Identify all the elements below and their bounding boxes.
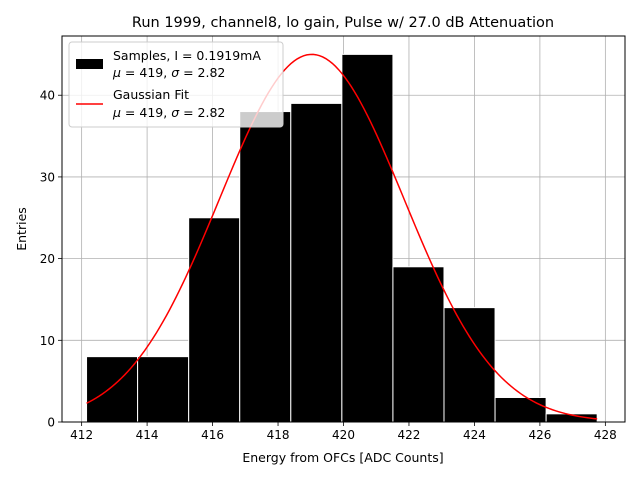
- x-axis-label: Energy from OFCs [ADC Counts]: [242, 450, 443, 465]
- x-tick-label: 428: [594, 428, 617, 442]
- histogram-bar: [494, 396, 547, 423]
- histogram-bar: [239, 111, 292, 423]
- legend: Samples, I = 0.1919mA μ = 419, σ = 2.82 …: [68, 41, 284, 128]
- x-tick-label: 422: [398, 428, 421, 442]
- histogram-bar: [137, 356, 190, 423]
- x-tick-label: 414: [136, 428, 159, 442]
- legend-histogram-stats: μ = 419, σ = 2.82: [112, 65, 225, 80]
- histogram-bar: [86, 356, 139, 423]
- legend-fit-label: Gaussian Fit: [113, 87, 189, 102]
- x-tick-label: 424: [463, 428, 486, 442]
- legend-histogram-swatch: [76, 59, 103, 69]
- axis-ticks: 412 414 416 418 420 422 424 426 428 0 10 20 30 40: [40, 89, 617, 442]
- legend-box: [68, 41, 284, 128]
- x-tick-label: 416: [201, 428, 224, 442]
- gaussian-fit-line: [86, 53, 598, 420]
- histogram-bar: [341, 53, 394, 423]
- x-tick-label: 420: [332, 428, 355, 442]
- chart-title: Run 1999, channel8, lo gain, Pulse w/ 27…: [132, 15, 554, 31]
- legend-fit-stats: μ = 419, σ = 2.82: [112, 105, 225, 120]
- histogram-bar: [443, 307, 496, 423]
- histogram-bar: [392, 266, 445, 423]
- x-tick-label: 412: [70, 428, 93, 442]
- histogram-bar: [290, 102, 343, 423]
- y-tick-label: 10: [40, 334, 55, 348]
- x-tick-label: 426: [528, 428, 551, 442]
- legend-histogram-label: Samples, I = 0.1919mA: [113, 48, 261, 63]
- y-tick-label: 40: [40, 89, 55, 103]
- histogram-bar: [188, 217, 241, 423]
- y-tick-label: 20: [40, 252, 55, 266]
- y-tick-label: 30: [40, 170, 55, 184]
- fit-layer: [86, 53, 598, 420]
- x-tick-label: 418: [267, 428, 290, 442]
- y-axis-label: Entries: [14, 207, 29, 251]
- y-tick-label: 0: [47, 416, 55, 430]
